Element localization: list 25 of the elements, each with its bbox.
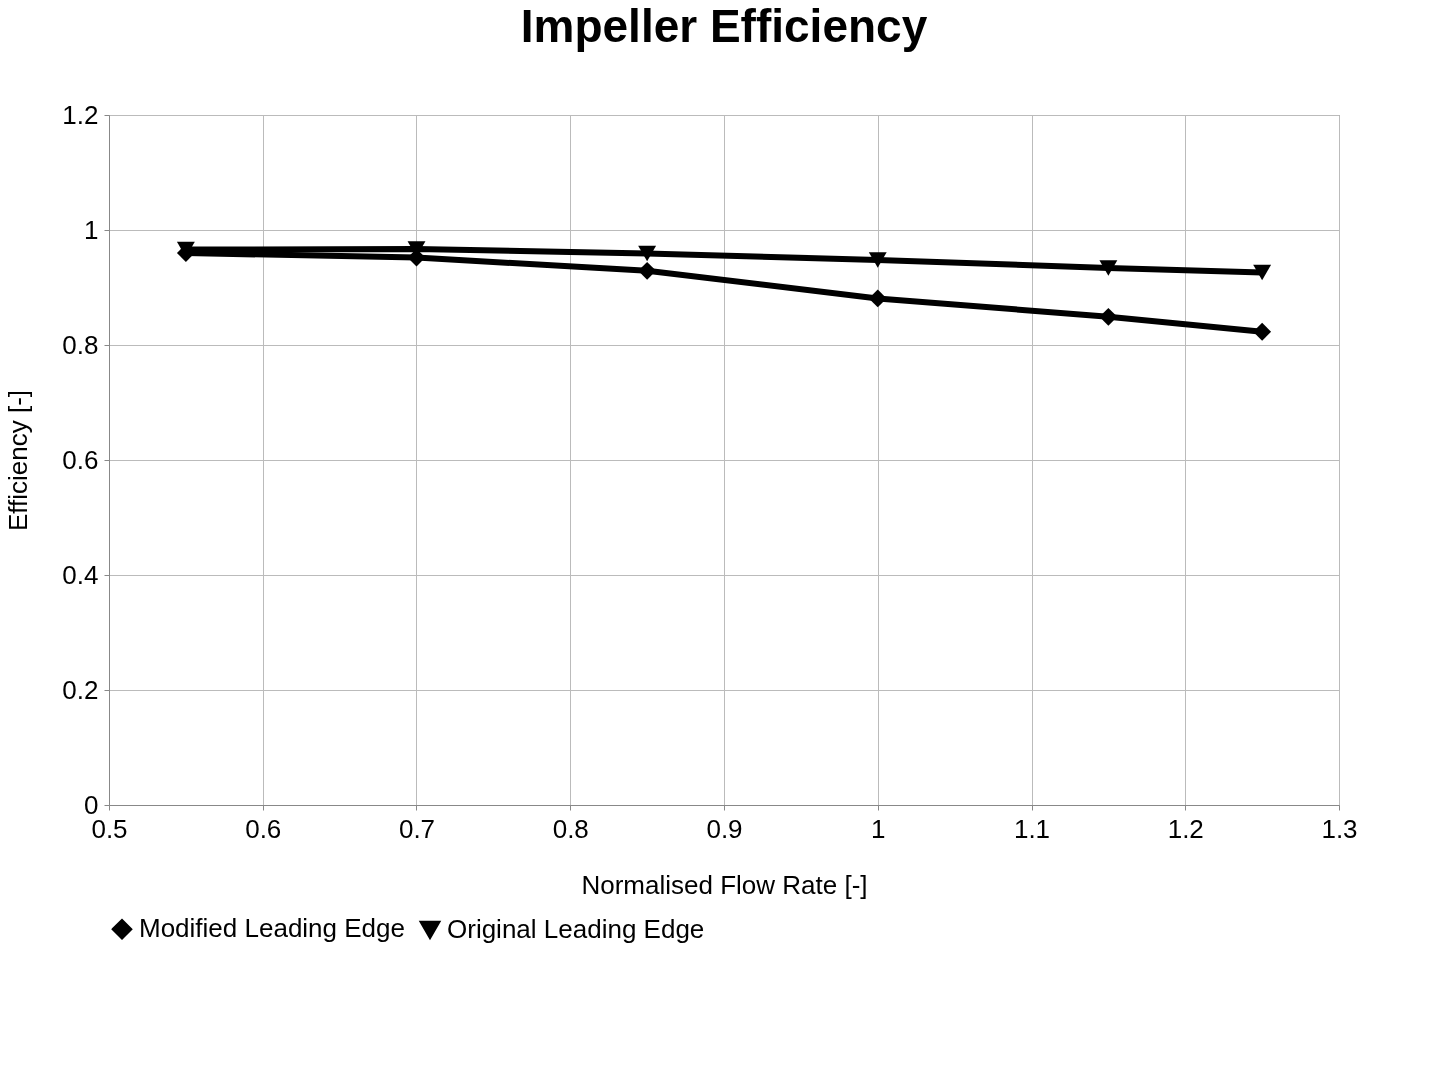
y-axis-title: Efficiency [-] xyxy=(3,389,34,532)
x-tick-label: 0.7 xyxy=(398,813,436,844)
point xyxy=(1099,307,1118,326)
x-tick-label: 1 xyxy=(871,813,886,844)
y-tick-label: 0.4 xyxy=(62,559,99,590)
point xyxy=(1253,322,1272,341)
x-axis-title: Normalised Flow Rate [-] xyxy=(581,869,868,900)
legend-label: Original Leading Edge xyxy=(447,913,705,944)
point xyxy=(1099,260,1118,276)
x-tick-label: 1.1 xyxy=(1013,813,1051,844)
y-tick-label: 0.6 xyxy=(62,444,99,475)
point xyxy=(638,245,657,262)
x-tick-label: 0.8 xyxy=(552,813,589,844)
legend-label: Modified Leading Edge xyxy=(139,913,405,944)
x-tick-label: 1.2 xyxy=(1167,813,1204,844)
point xyxy=(868,252,887,268)
x-tick-label: 1.3 xyxy=(1321,813,1358,844)
x-tick-label: 0.9 xyxy=(706,813,743,844)
y-tick-label: 1 xyxy=(84,214,99,245)
y-tick-label: 1.2 xyxy=(62,99,99,130)
point xyxy=(1253,264,1272,281)
y-tick-label: 0.2 xyxy=(62,674,99,705)
x-tick-label: 0.6 xyxy=(245,813,282,844)
chart-title: Impeller Efficiency xyxy=(520,0,928,52)
y-tick-label: 0.8 xyxy=(62,329,99,360)
